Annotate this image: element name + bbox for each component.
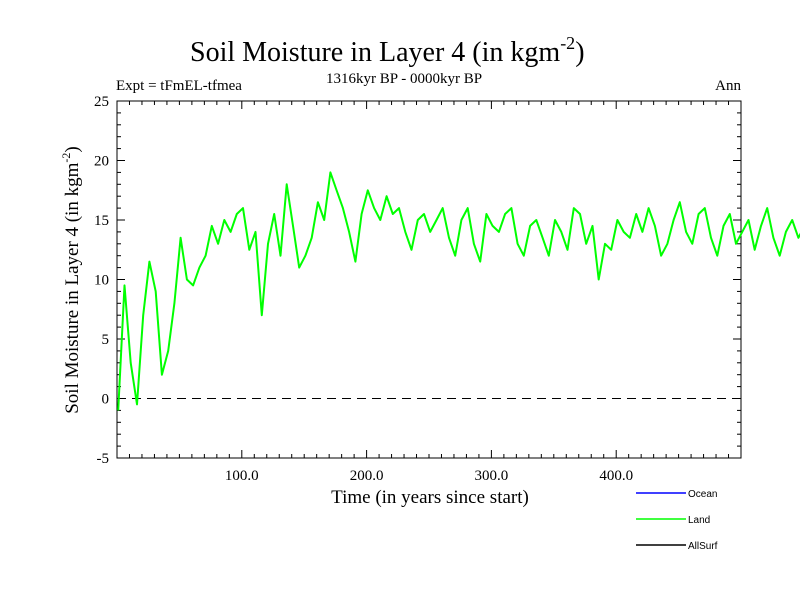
chart-title-group: Soil Moisture in Layer 4 (in kgm-2) [190,33,585,68]
y-axis-label: Soil Moisture in Layer 4 (in kgm-2) [59,146,83,414]
legend: Ocean Land AllSurf [636,489,718,552]
legend-label-ocean: Ocean [688,489,717,500]
tick-labels: -5 0 5 10 15 20 25 100.0 200.0 300.0 400.0 [94,94,633,484]
y-axis-label-text: Soil Moisture in Layer 4 (in kgm [62,162,83,413]
x-tick-label: 400.0 [599,468,633,484]
axis-ticks [117,100,741,459]
season-label: Ann [715,78,741,94]
y-tick-label: 20 [94,154,109,170]
y-axis-label-close: ) [62,146,83,152]
y-tick-label: 0 [102,392,110,408]
y-tick-label: -5 [97,451,110,467]
x-tick-label: 300.0 [475,468,509,484]
x-axis-label: Time (in years since start) [331,487,529,508]
y-tick-label: 5 [102,332,110,348]
x-tick-label: 200.0 [350,468,384,484]
legend-label-allsurf: AllSurf [688,541,718,552]
series-line-land [117,171,800,411]
y-tick-label: 15 [94,213,109,229]
chart-title-close: ) [575,37,584,68]
experiment-label: Expt = tFmEL-tfmea [116,78,242,94]
x-tick-label: 100.0 [225,468,259,484]
legend-label-land: Land [688,515,710,526]
chart-title: Soil Moisture in Layer 4 (in kgm-2) [190,33,585,68]
chart-title-superscript: -2 [560,33,575,53]
series-group [117,171,800,411]
plot-frame [116,100,742,459]
y-axis-label-superscript: -2 [59,153,73,163]
chart-subtitle: 1316kyr BP - 0000kyr BP [326,71,482,87]
y-tick-label: 25 [94,94,109,110]
y-tick-label: 10 [94,273,109,289]
chart-title-text: Soil Moisture in Layer 4 (in kgm [190,37,560,68]
